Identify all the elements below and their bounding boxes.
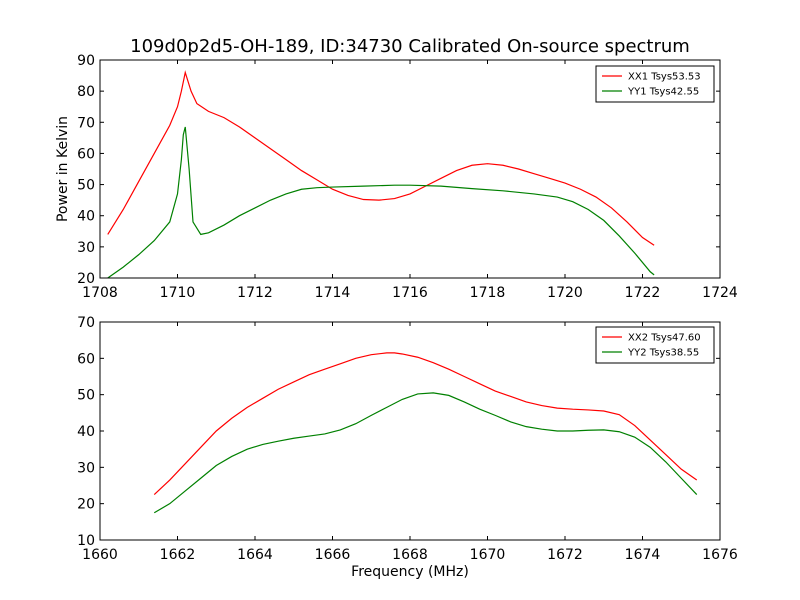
bottom-x-tick-label: 1666: [315, 547, 351, 563]
top-x-tick-label: 1720: [547, 285, 583, 301]
bottom-series-line-2: [153, 392, 698, 514]
bottom-y-tick-label: 40: [77, 424, 95, 440]
top-series-line-2: [107, 126, 655, 278]
chart-title: 109d0p2d5-OH-189, ID:34730 Calibrated On…: [130, 36, 690, 57]
top-x-tick-label: 1714: [315, 285, 351, 301]
bottom-x-tick-label: 1662: [160, 547, 196, 563]
bottom-y-tick-label: 20: [77, 497, 95, 513]
top-y-tick-label: 90: [77, 53, 95, 69]
top-legend-box: [595, 65, 715, 103]
bottom-y-tick-label: 30: [77, 460, 95, 476]
top-x-tick-label: 1708: [82, 285, 118, 301]
top-plot: 1708 1710 1712 1714 1716 1718 1720 1722 1724 20 30…: [55, 53, 738, 301]
bottom-x-axis-label: Frequency (MHz): [351, 564, 469, 580]
bottom-series-line-1: [153, 352, 698, 496]
bottom-y-tick-label: 60: [77, 351, 95, 367]
bottom-x-tick-label: 1674: [625, 547, 661, 563]
top-y-axis-label: Power in Kelvin: [55, 116, 71, 222]
bottom-x-tick-label: 1668: [392, 547, 428, 563]
top-y-tick-label: 70: [77, 115, 95, 131]
bottom-x-tick-label: 1660: [82, 547, 118, 563]
top-y-tick-label: 20: [77, 271, 95, 287]
top-legend-label-1: XX1 Tsys53.53: [628, 72, 701, 83]
top-x-tick-label: 1710: [160, 285, 196, 301]
top-y-tick-label: 60: [77, 146, 95, 162]
top-y-tick-label: 30: [77, 240, 95, 256]
top-series-line-1: [107, 70, 655, 246]
top-x-tick-label: 1716: [392, 285, 428, 301]
bottom-x-tick-label: 1672: [547, 547, 583, 563]
top-legend-label-2: YY1 Tsys42.55: [627, 87, 699, 98]
bottom-y-tick-label: 50: [77, 388, 95, 404]
top-x-tick-label: 1712: [237, 285, 273, 301]
bottom-legend-label-2: YY2 Tsys38.55: [627, 348, 699, 359]
bottom-x-tick-label: 1670: [470, 547, 506, 563]
top-x-tick-label: 1722: [625, 285, 661, 301]
bottom-x-tick-label: 1676: [702, 547, 738, 563]
top-x-tick-label: 1718: [470, 285, 506, 301]
bottom-x-tick-label: 1664: [237, 547, 273, 563]
top-x-tick-label: 1724: [702, 285, 738, 301]
top-y-tick-label: 50: [77, 178, 95, 194]
bottom-legend-box: [595, 326, 715, 364]
top-y-tick-label: 40: [77, 209, 95, 225]
top-y-tick-label: 80: [77, 84, 95, 100]
bottom-plot: 1660 1662 1664 1666 1668 1670 1672 1674 1676 10 20…: [77, 315, 738, 580]
bottom-y-tick-label: 70: [77, 315, 95, 331]
bottom-legend-label-1: XX2 Tsys47.60: [628, 333, 701, 344]
bottom-legend: XX2 Tsys47.60 YY2 Tsys38.55: [595, 326, 715, 364]
top-legend: XX1 Tsys53.53 YY1 Tsys42.55: [595, 65, 715, 103]
bottom-y-tick-label: 10: [77, 533, 95, 549]
